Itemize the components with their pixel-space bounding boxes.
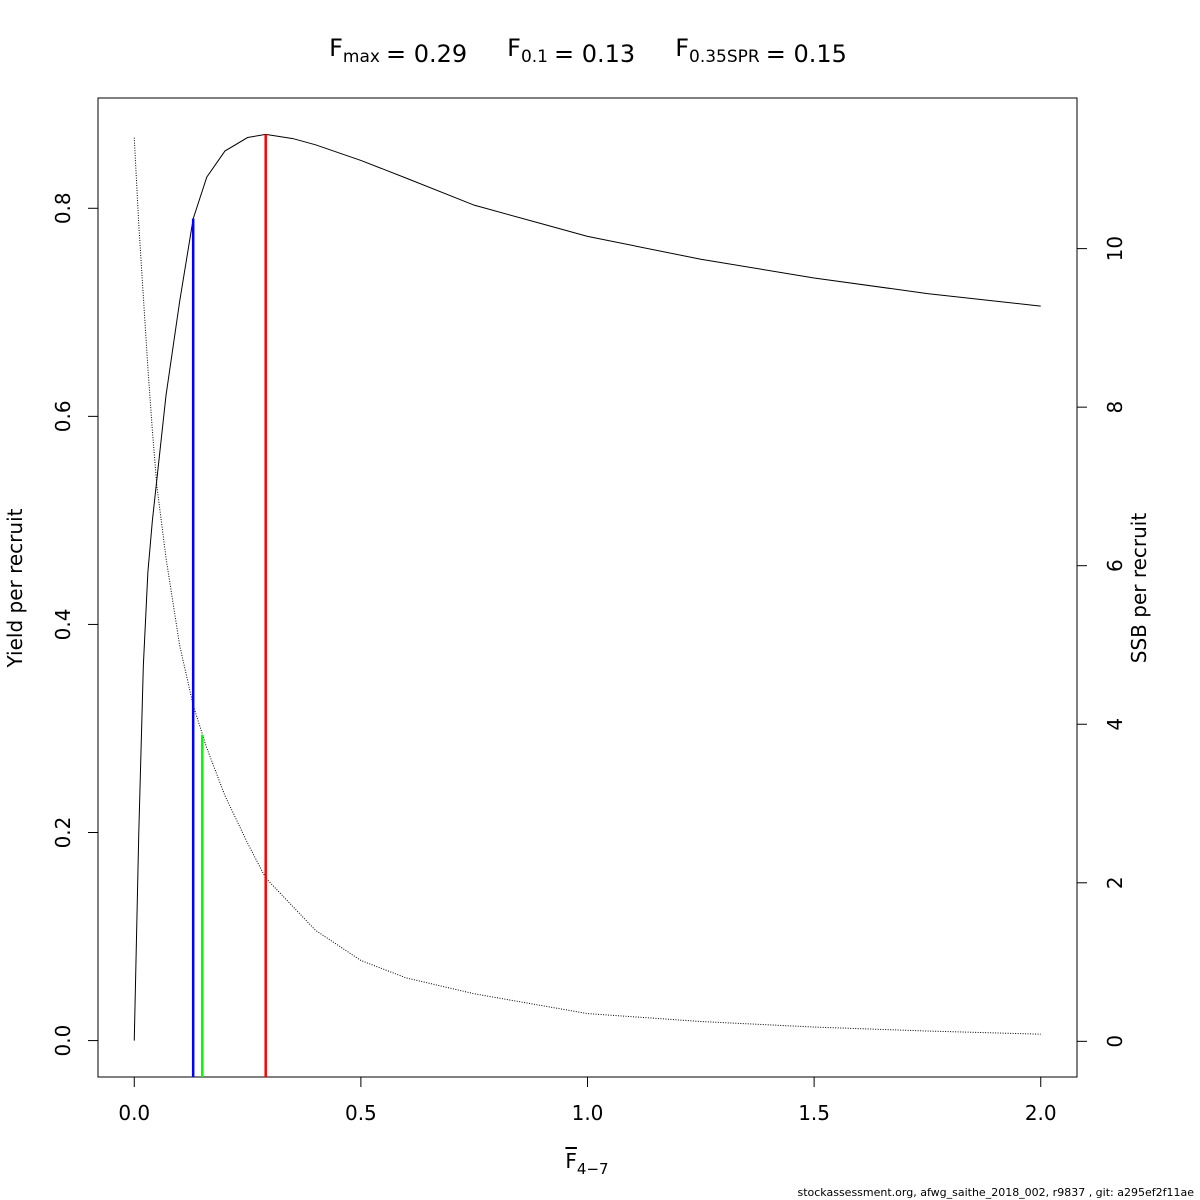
y2-tick-label: 8: [1103, 401, 1127, 414]
chart-title: Fmax = 0.29 F0.1 = 0.13 F0.35SPR = 0.15: [329, 34, 847, 68]
y-axis-label: Yield per recruit: [3, 508, 27, 668]
series-line: [133, 137, 1041, 1035]
title-value: = 0.13: [554, 40, 635, 68]
title-symbol: F: [507, 34, 521, 62]
y-tick-label: 0.6: [51, 400, 75, 432]
title-value: = 0.29: [386, 40, 467, 68]
x-axis-symbol: F: [565, 1149, 577, 1173]
series-line: [133, 133, 1041, 1041]
footer: stockassessment.org, afwg_saithe_2018_00…: [797, 1186, 1194, 1199]
y2-tick-label: 6: [1103, 559, 1127, 572]
title-subscript: 0.35SPR: [689, 47, 760, 67]
y2-tick-label: 10: [1103, 236, 1127, 261]
plot-frame: [97, 97, 1078, 1078]
x-tick-label: 2.0: [1025, 1101, 1057, 1125]
title-symbol: F: [329, 34, 343, 62]
y2-axis-label: SSB per recruit: [1127, 513, 1151, 664]
title-symbol: F: [675, 34, 689, 62]
y2-tick-label: 4: [1103, 718, 1127, 731]
y2-tick-label: 0: [1103, 1035, 1127, 1048]
x-axis-subscript: 4−7: [577, 1160, 609, 1178]
x-tick-label: 0.0: [118, 1101, 150, 1125]
x-tick-label: 0.5: [345, 1101, 377, 1125]
title-subscript: 0.1: [521, 47, 548, 67]
y-tick-label: 0.8: [51, 192, 75, 224]
y-tick-label: 0.4: [51, 609, 75, 641]
x-axis-label: F4−7: [565, 1149, 608, 1178]
y-tick-label: 0.0: [51, 1025, 75, 1057]
x-tick-label: 1.0: [572, 1101, 604, 1125]
y-tick-label: 0.2: [51, 817, 75, 849]
y2-tick-label: 2: [1103, 876, 1127, 889]
title-subscript: max: [343, 47, 380, 67]
x-tick-label: 1.5: [798, 1101, 830, 1125]
title-value: = 0.15: [766, 40, 847, 68]
